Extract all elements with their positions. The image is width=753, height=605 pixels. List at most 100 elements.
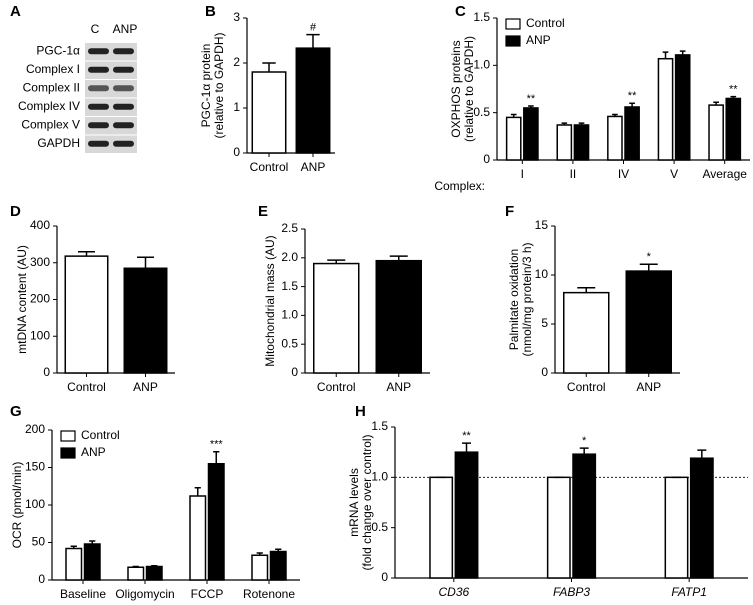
x-tick-label: Control [250,160,289,174]
bar [572,453,597,579]
y-tick-label: 1.5 [473,10,490,24]
error-bar [306,33,320,49]
x-tick-label: Rotenone [243,587,295,601]
bar [657,57,674,161]
band-separator [85,97,137,99]
bar [251,71,287,154]
blot-row-label: Complex V [21,117,80,131]
y-axis-label: (relative to GAPDH) [212,32,226,138]
y-tick-label: 2 [233,55,240,69]
x-tick-label: ANP [301,160,326,174]
y-axis-label: Palmitate oxidation [507,249,521,350]
bar [556,124,573,161]
error-bar [629,102,635,107]
error-bar [327,259,346,264]
y-tick-label: 1.5 [371,419,388,433]
significance-label: *** [210,439,224,451]
bar [563,291,610,374]
x-tick-label: ANP [636,380,661,394]
band-separator [85,116,137,117]
bar [207,463,225,581]
error-bar [730,95,737,99]
legend-swatch [505,35,521,47]
error-bar [151,565,158,567]
bar [607,115,623,161]
error-bar [579,447,589,455]
bar [573,124,590,161]
significance-label: # [310,22,317,34]
lane-label: C [91,22,100,36]
bar [674,54,691,161]
legend-swatch [60,447,76,459]
error-bar [132,565,139,568]
significance-label: ** [462,430,471,442]
y-tick-label: 0 [483,152,490,166]
bar [375,259,422,374]
y-tick-label: 1 [233,100,240,114]
y-axis-label: (relative to GAPDH) [462,36,476,142]
y-tick-label: 0 [43,365,50,379]
significance-label: ** [729,83,738,95]
error-bar [389,255,408,261]
blot-band [88,66,109,73]
error-bar [462,442,471,453]
band-separator [85,79,137,80]
significance-label: * [647,251,652,263]
blot-band [113,103,134,110]
bar [123,267,168,374]
y-axis-label: OCR (pmol/min) [10,462,24,549]
x-tick-label: Oligomycin [115,587,174,601]
error-bar [89,540,96,544]
bar [83,543,101,581]
panel-letter: C [455,3,466,20]
error-bar [577,286,596,293]
legend-label: ANP [526,33,551,47]
y-tick-label: 1.0 [473,58,490,72]
bar [708,104,724,161]
legend-swatch [505,18,521,30]
panel-letter: F [505,203,514,220]
legend-label: Control [81,428,120,442]
bar [689,457,714,579]
error-bar [137,256,154,269]
y-tick-label: 0.5 [371,520,388,534]
y-tick-label: 3 [233,10,240,24]
bar [251,554,269,581]
blot-band [88,140,109,147]
bar [523,107,539,161]
x-tick-label: II [570,167,577,181]
error-bar [639,263,658,272]
error-bar [561,122,568,125]
x-tick-label: FATP1 [671,585,707,599]
bar [127,566,145,581]
x-tick-label: Baseline [60,587,106,601]
y-tick-label: 0 [233,145,240,159]
blot-band [113,48,134,55]
blot-band [88,122,109,129]
y-tick-label: 100 [25,497,45,511]
x-tick-label: CD36 [438,585,469,599]
blot-band [88,103,109,110]
significance-label: ** [527,93,536,105]
legend-swatch [60,430,76,442]
blot-band [88,85,109,92]
error-bar [510,113,517,118]
y-axis-label: mtDNA content (AU) [15,245,29,354]
x-tick-label: Control [67,380,106,394]
y-tick-label: 1.0 [281,308,298,322]
bar [454,451,479,579]
bar [269,550,287,581]
error-bar [256,552,263,556]
bar [546,476,571,579]
blot-row-label: GAPDH [37,136,80,150]
x-axis-prefix: Complex: [434,179,485,193]
x-tick-label: FCCP [191,587,224,601]
y-tick-label: 0 [291,365,298,379]
y-axis-label: OXPHOS proteins [449,40,463,137]
y-tick-label: 150 [25,460,45,474]
panel-letter: A [10,3,21,20]
y-tick-label: 2.5 [281,221,298,235]
panel-letter: B [205,3,216,20]
x-tick-label: Control [567,380,606,394]
